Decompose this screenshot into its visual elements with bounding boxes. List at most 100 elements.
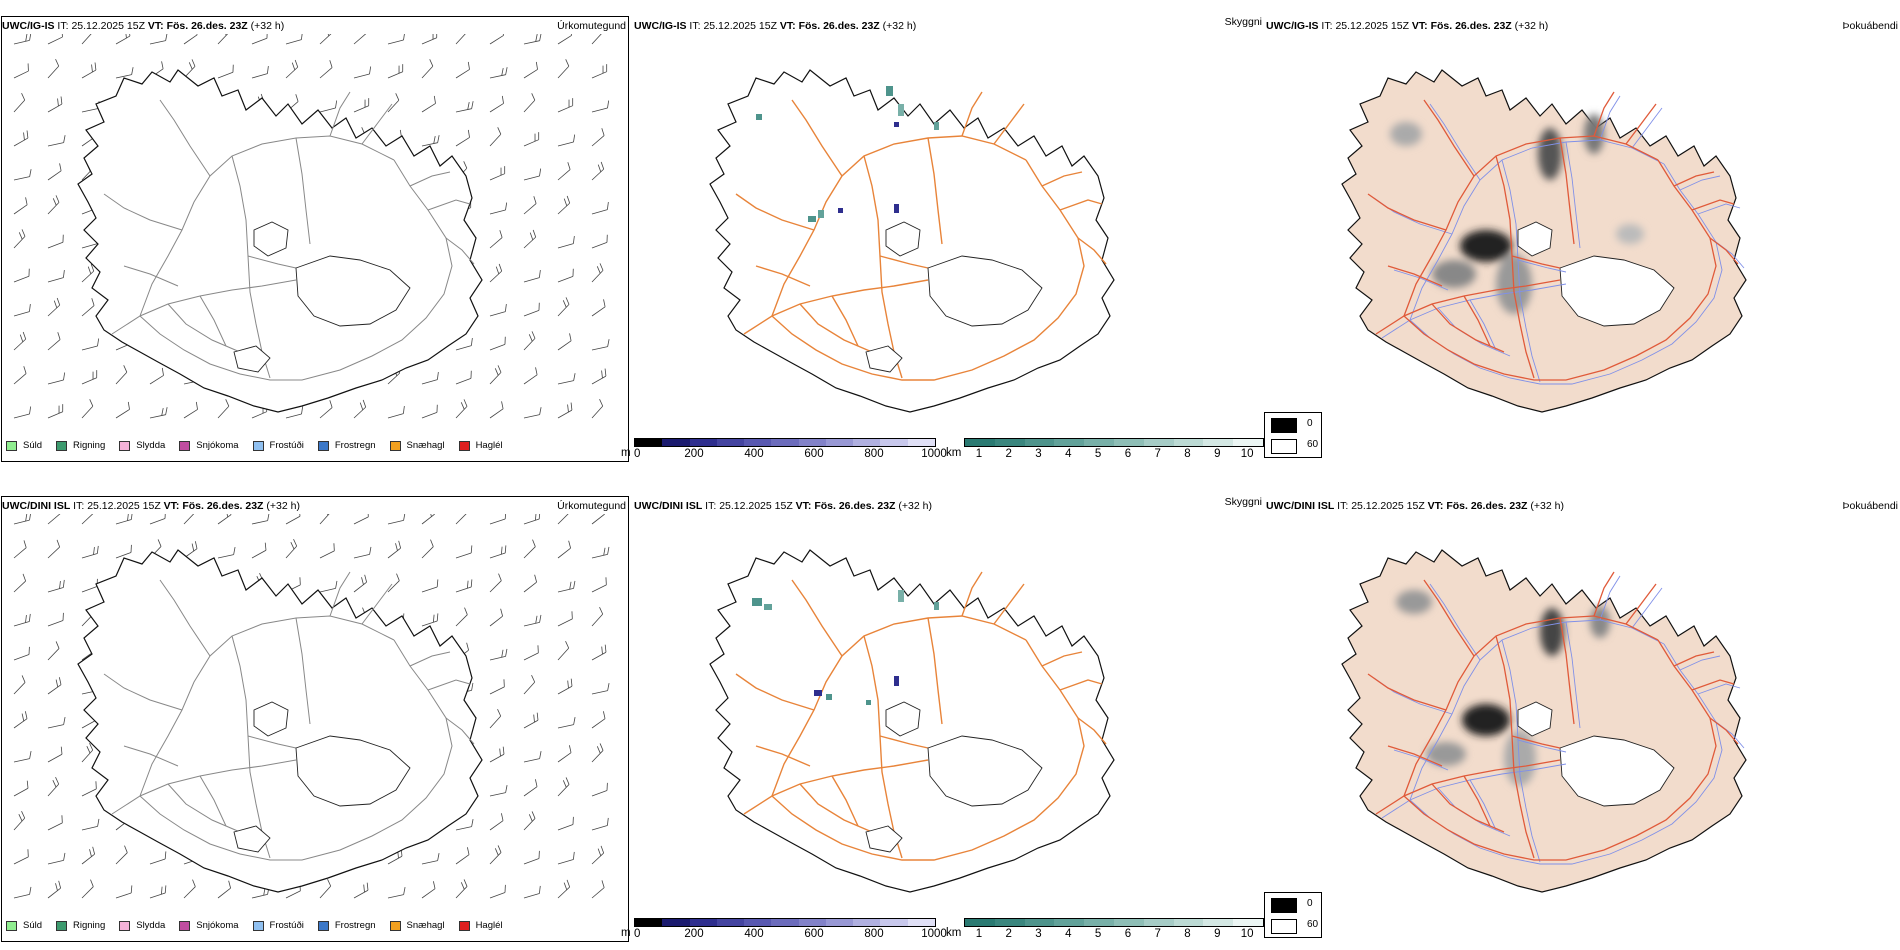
colorbar-tick-label: 4 <box>1065 928 1072 940</box>
lead-time: (+32 h) <box>898 500 932 512</box>
colorbar-tick-label: 1 <box>975 928 983 940</box>
wind-barb <box>13 304 31 317</box>
legend-swatch <box>389 440 401 451</box>
wind-barb <box>353 98 370 113</box>
wind-barb <box>523 168 542 181</box>
wind-barb <box>591 100 610 113</box>
wind-barb <box>421 853 440 865</box>
panel-title: Úrkomutegund <box>557 20 626 32</box>
panel-title: Úrkomutegund <box>557 500 626 512</box>
colorbar-segment <box>1173 919 1204 926</box>
wind-barb <box>523 539 536 559</box>
colorbar-segment <box>880 439 908 446</box>
wind-barb <box>149 514 166 525</box>
wind-barb <box>591 782 608 797</box>
colorbar-segment <box>798 919 826 926</box>
wind-barb <box>13 711 28 729</box>
wind-barb <box>557 402 573 419</box>
wind-barb <box>47 677 62 695</box>
legend-swatch <box>179 440 191 451</box>
fog-legend-swatch <box>1271 898 1297 913</box>
legend-item: Snæhagl <box>389 440 445 451</box>
legend-item: Frostregn <box>317 920 376 931</box>
colorbar-segment <box>689 919 717 926</box>
precip-map <box>13 34 610 419</box>
wind-barb <box>115 544 132 559</box>
wind-barb <box>557 851 575 865</box>
legend-label: Snæhagl <box>406 440 445 451</box>
wind-barb <box>455 514 468 525</box>
legend-item: Frostregn <box>317 440 376 451</box>
colorbar-tick-label: 3 <box>1035 448 1042 460</box>
wind-barb <box>81 399 94 419</box>
wind-barb <box>591 577 607 593</box>
wind-barb <box>489 884 506 899</box>
valid-time: Fös. 26.des. 23Z <box>798 20 880 32</box>
colorbar-tick-label: 10 <box>1240 448 1254 460</box>
wind-barb <box>47 34 63 45</box>
colorbar-segment <box>965 439 995 446</box>
wind-barb <box>421 514 435 525</box>
wind-barb <box>557 678 573 695</box>
panel-header: UWC/IG-IS IT: 25.12.2025 15Z VT: Fös. 26… <box>634 20 916 32</box>
wind-barb <box>115 365 128 385</box>
model-name: UWC/DINI ISL <box>634 500 703 512</box>
wind-barb <box>13 613 31 627</box>
legend-item: Haglél <box>458 920 503 931</box>
wind-barb <box>489 545 507 559</box>
wind-barb <box>47 404 64 419</box>
wind-barb <box>81 338 100 351</box>
legend-item: Súld <box>6 440 42 451</box>
wind-barb <box>557 641 570 661</box>
wind-barb <box>353 574 367 593</box>
wind-barb <box>489 230 503 249</box>
wind-barb <box>557 816 574 831</box>
wind-barb <box>47 579 65 593</box>
wind-barb <box>557 34 572 45</box>
colorbar-tick-label: 600 <box>804 448 824 460</box>
wind-barb <box>217 64 234 79</box>
wind-barb <box>81 743 94 763</box>
wind-barb <box>591 514 605 525</box>
wind-barb <box>591 817 609 831</box>
panel-header: UWC/DINI ISL IT: 25.12.2025 15Z VT: Fös.… <box>1266 500 1564 512</box>
wind-barb <box>217 34 230 45</box>
wind-barb <box>353 514 369 525</box>
precip-map <box>13 514 610 899</box>
wind-barb <box>353 399 367 419</box>
wind-barb <box>319 60 333 79</box>
wind-barb <box>557 717 576 729</box>
wind-barb <box>217 547 236 559</box>
panel-title: Skyggni <box>1224 16 1262 28</box>
wind-barb <box>421 613 439 627</box>
init-time-label: IT: <box>1337 500 1349 512</box>
colorbar-segment <box>798 439 826 446</box>
wind-barb <box>523 407 542 419</box>
legend-label: Snæhagl <box>406 920 445 931</box>
colorbar-segment <box>907 439 935 446</box>
wind-barb <box>591 644 607 661</box>
colorbar-segment <box>771 919 799 926</box>
wind-barb <box>319 514 332 525</box>
legend-label: Rigning <box>73 440 106 451</box>
colorbar-segment <box>771 439 799 446</box>
wind-barb <box>557 297 570 317</box>
terrain-colorbar: 0 200 400 600 800 1000 m <box>621 438 947 461</box>
wind-barb <box>251 66 269 79</box>
visibility-map <box>709 549 1115 893</box>
wind-barb <box>47 539 61 559</box>
terrain-colorbar-ticks: 0 200 400 600 800 1000 <box>634 447 947 461</box>
legend-label: Snjókoma <box>196 440 239 451</box>
legend-label: Haglél <box>475 440 503 451</box>
legend-label: Haglél <box>475 920 503 931</box>
wind-barb <box>149 407 168 419</box>
wind-barb <box>489 336 506 351</box>
valid-time-label: VT: <box>795 500 812 512</box>
wind-barb <box>489 34 504 45</box>
wind-barb <box>523 751 542 763</box>
wind-barb <box>421 539 434 559</box>
wind-barb <box>13 811 26 831</box>
wind-barb <box>591 202 609 215</box>
colorbar-segment <box>716 919 745 926</box>
wind-barb <box>421 372 439 385</box>
